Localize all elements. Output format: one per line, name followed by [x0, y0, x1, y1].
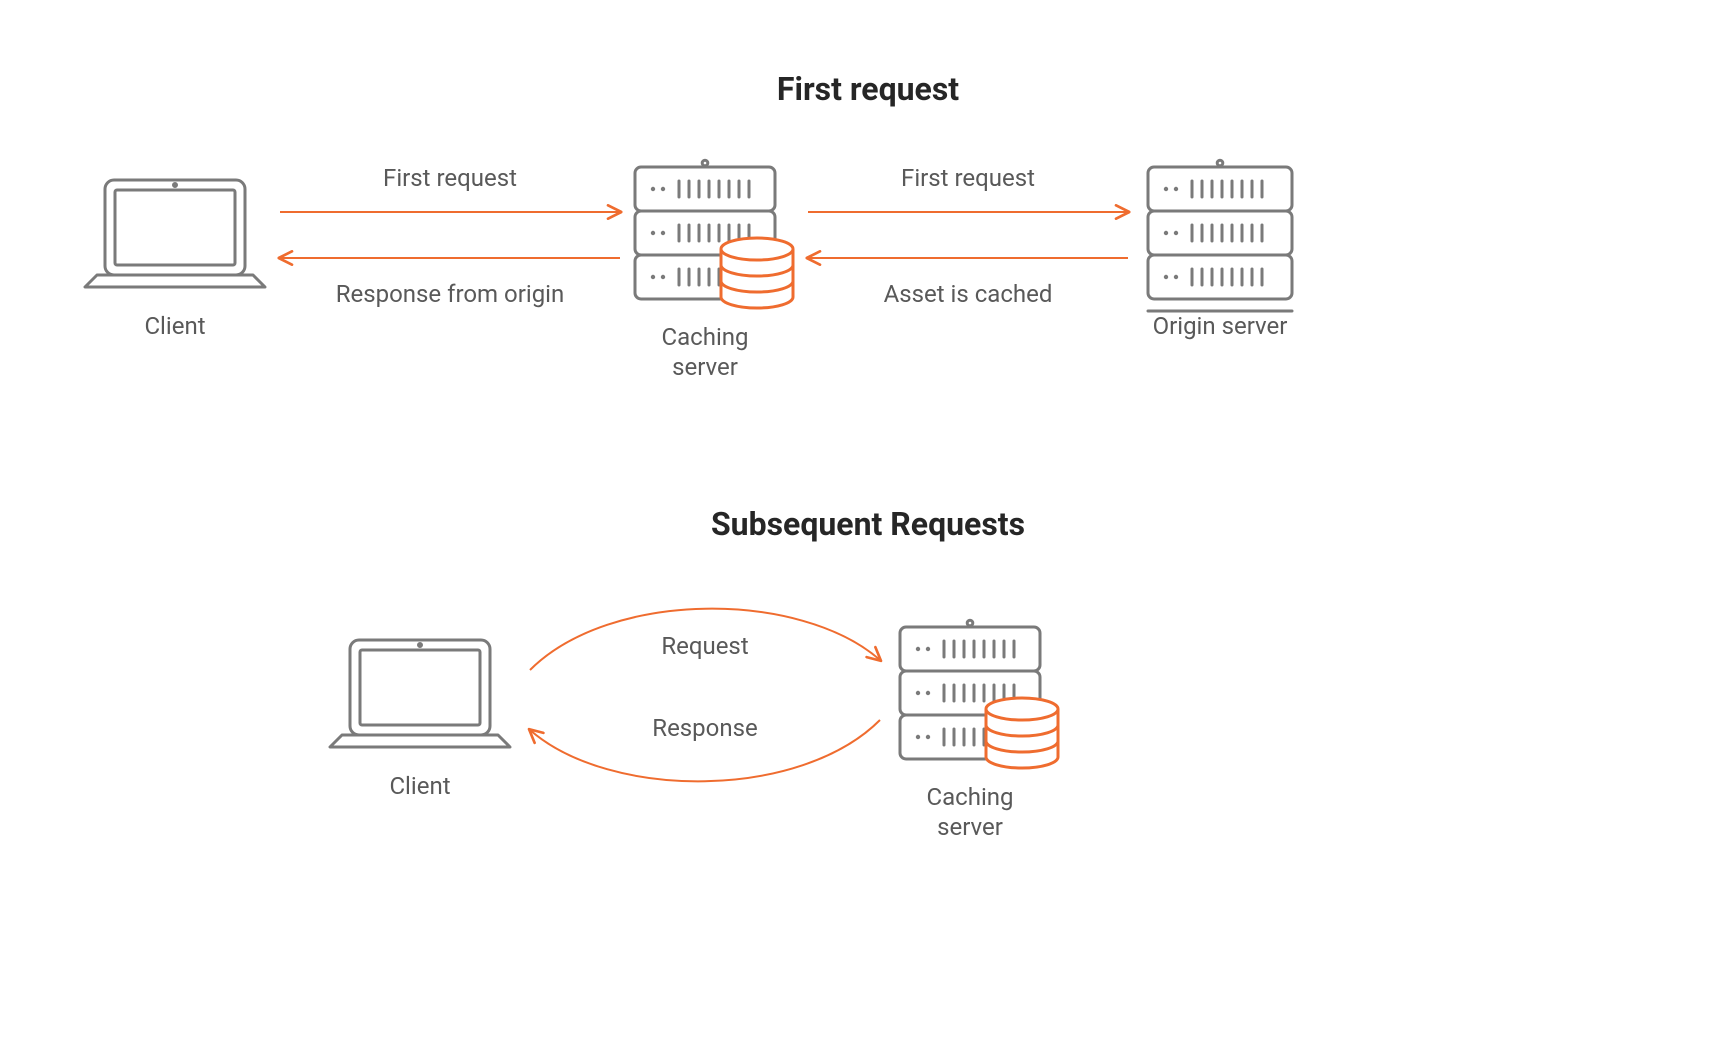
database-icon: [721, 238, 793, 308]
svg-layer: [0, 0, 1736, 1040]
diagram-canvas: First request Subsequent Requests Client…: [0, 0, 1736, 1040]
server-icon: [1148, 160, 1292, 311]
arrows-section-2: [530, 609, 880, 782]
cache-server-icon: [900, 620, 1058, 768]
arrows-section-1: [280, 212, 1128, 258]
cache-server-icon: [635, 160, 793, 308]
laptop-icon: [330, 640, 510, 747]
database-icon: [986, 698, 1058, 768]
laptop-icon: [85, 180, 265, 287]
